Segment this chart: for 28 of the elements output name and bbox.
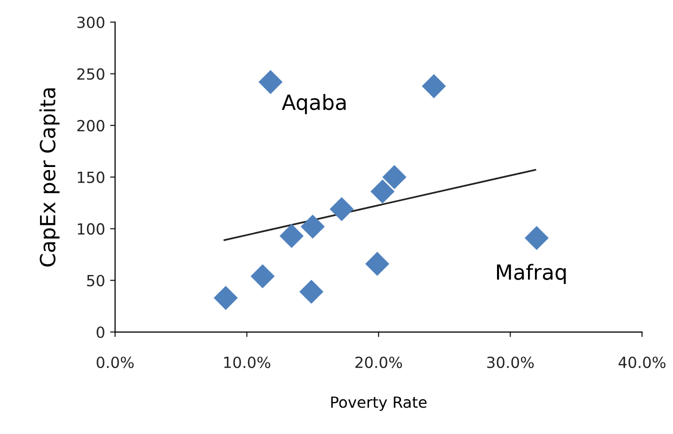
point	[524, 226, 549, 250]
point	[330, 197, 354, 222]
y-axis-title: CapEx per Capita	[39, 88, 60, 266]
y-tick-label: 100	[78, 223, 104, 235]
point	[214, 286, 238, 310]
x-tick-label: 0.0%	[96, 356, 134, 368]
point	[299, 280, 324, 304]
y-tick-label: 50	[87, 274, 104, 286]
x-tick-label: 40.0%	[618, 356, 666, 368]
x-tick-label: 10.0%	[224, 356, 270, 368]
annotation: Mafraq	[497, 264, 566, 284]
x-tick-label: 30.0%	[487, 356, 534, 368]
x-tick-label: 20.0%	[355, 356, 402, 368]
point	[370, 180, 395, 204]
point	[280, 224, 304, 248]
point	[382, 165, 406, 190]
point	[300, 214, 325, 239]
y-tick-label: 300	[77, 16, 104, 28]
point	[365, 252, 390, 276]
y-tick-label: 150	[78, 172, 104, 184]
point	[250, 264, 275, 288]
x-axis-title: Poverty Rate	[331, 396, 427, 411]
y-tick-label: 0	[96, 326, 104, 338]
y-tick-label: 200	[77, 120, 104, 132]
annotation: Aqaba	[282, 94, 346, 114]
point	[422, 74, 446, 98]
point	[258, 70, 283, 94]
y-tick-label: 250	[77, 68, 104, 80]
